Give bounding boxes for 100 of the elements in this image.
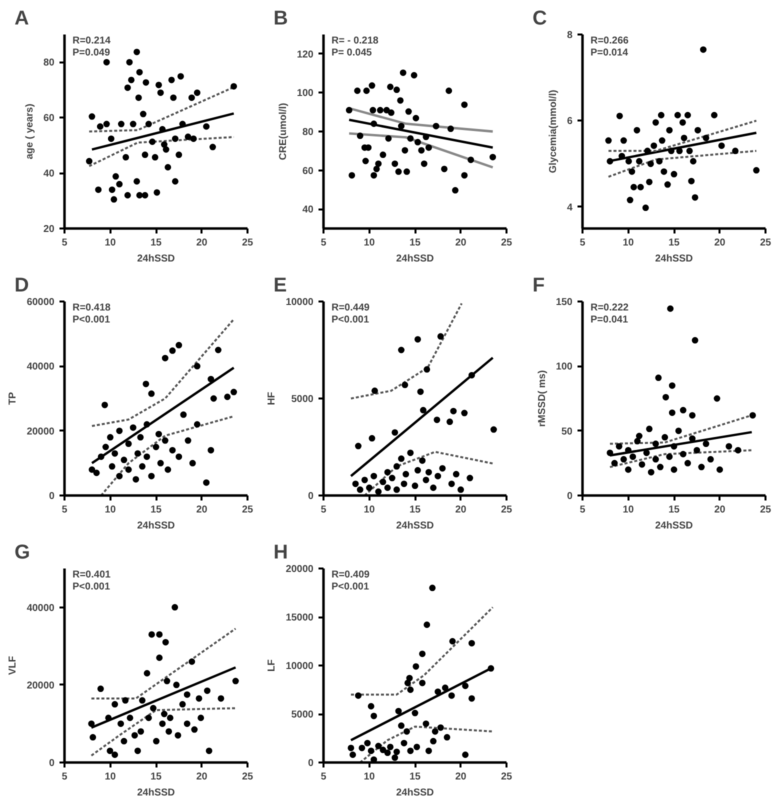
- annotation: R= - 0.218: [332, 36, 379, 46]
- chart-title: C: [532, 8, 547, 30]
- x-tick-label: 25: [242, 772, 254, 782]
- annotation: P<0.001: [72, 314, 110, 326]
- chart-title: H: [274, 542, 288, 564]
- y-tick-label: 0: [566, 491, 573, 502]
- y-axis-title: VLF: [8, 656, 19, 675]
- y-tick-label: 80: [302, 127, 314, 138]
- y-axis-title: Glycemia(mmol/l): [548, 90, 559, 174]
- chart-title: F: [532, 274, 545, 296]
- y-tick-label: 20000: [26, 680, 55, 692]
- y-tick-label: 80: [43, 58, 55, 69]
- x-tick-label: 15: [150, 504, 162, 516]
- annotation: P<0.001: [332, 314, 370, 326]
- y-tick-label: 5000: [291, 710, 314, 720]
- y-axis-title: HF: [266, 392, 278, 406]
- y-tick-label: 60: [302, 166, 314, 177]
- chart-title: A: [14, 8, 29, 30]
- x-tick-label: 25: [242, 504, 254, 516]
- annotation: R=0.401: [72, 570, 112, 580]
- x-tick-label: 15: [150, 772, 162, 782]
- x-tick-label: 5: [320, 504, 327, 516]
- x-tick-label: 20: [196, 772, 208, 782]
- x-tick-label: 15: [409, 772, 421, 782]
- y-tick-label: 40: [43, 168, 55, 180]
- y-tick-label: 10000: [286, 297, 314, 308]
- y-tick-label: 100: [556, 362, 573, 373]
- x-tick-label: 5: [62, 772, 68, 782]
- x-tick-label: 15: [409, 504, 421, 516]
- x-tick-label: 10: [104, 772, 116, 782]
- y-axis-title: rMSSD( ms): [536, 370, 548, 427]
- y-tick-label: 40000: [26, 362, 55, 373]
- x-tick-label: 10: [364, 238, 376, 248]
- y-tick-label: 0: [308, 758, 314, 769]
- annotation: P= 0.045: [332, 48, 372, 58]
- y-axis-title: CRE(umol/l): [278, 102, 289, 160]
- annotation: P<0.001: [332, 582, 370, 592]
- x-tick-label: 15: [668, 504, 680, 516]
- y-tick-label: 0: [308, 491, 314, 502]
- x-tick-label: 20: [714, 504, 726, 516]
- x-tick-label: 20: [455, 772, 467, 782]
- y-tick-label: 20000: [286, 564, 314, 575]
- x-tick-label: 10: [104, 238, 116, 248]
- x-tick-label: 10: [104, 504, 116, 516]
- y-tick-label: 5000: [291, 394, 314, 405]
- annotation: R=0.266: [590, 36, 630, 46]
- x-tick-label: 20: [196, 238, 208, 248]
- x-tick-label: 25: [500, 238, 512, 248]
- x-tick-label: 25: [500, 504, 512, 516]
- x-tick-label: 20: [455, 238, 467, 248]
- x-tick-label: 10: [622, 238, 634, 248]
- chart-title: E: [274, 274, 287, 296]
- x-tick-label: 25: [242, 238, 254, 248]
- annotation: R=0.449: [332, 302, 370, 314]
- y-tick-label: 6: [566, 116, 573, 128]
- x-tick-label: 10: [622, 504, 634, 516]
- x-axis-title: 24hSSD: [396, 520, 434, 532]
- y-tick-label: 40: [302, 204, 314, 216]
- annotation: P<0.001: [72, 582, 110, 592]
- x-tick-label: 15: [150, 238, 162, 248]
- x-axis-title: 24hSSD: [396, 254, 434, 264]
- x-tick-label: 5: [580, 504, 586, 516]
- annotation: P=0.049: [72, 48, 110, 58]
- x-tick-label: 5: [320, 238, 327, 248]
- x-tick-label: 10: [364, 772, 376, 782]
- chart-title: G: [14, 542, 30, 564]
- chart-title: D: [14, 274, 29, 296]
- y-tick-label: 100: [296, 88, 314, 100]
- y-tick-label: 4: [566, 202, 573, 214]
- x-tick-label: 5: [62, 504, 68, 516]
- x-axis-title: 24hSSD: [137, 254, 175, 264]
- x-tick-label: 20: [196, 504, 208, 516]
- x-axis-title: 24hSSD: [137, 788, 175, 798]
- y-tick-label: 150: [556, 297, 573, 308]
- y-tick-label: 20000: [26, 426, 55, 438]
- y-tick-label: 60000: [26, 297, 55, 308]
- x-tick-label: 25: [760, 238, 772, 248]
- annotation: R=0.214: [72, 36, 112, 46]
- y-tick-label: 0: [48, 758, 55, 769]
- x-axis-title: 24hSSD: [137, 520, 175, 532]
- x-tick-label: 25: [760, 504, 772, 516]
- x-tick-label: 15: [668, 238, 680, 248]
- x-tick-label: 25: [500, 772, 512, 782]
- x-tick-label: 15: [409, 238, 421, 248]
- y-tick-label: 120: [296, 49, 314, 60]
- annotation: P=0.014: [590, 48, 628, 58]
- y-tick-label: 8: [566, 30, 573, 41]
- annotation: R=0.409: [332, 570, 370, 580]
- y-tick-label: 50: [561, 426, 573, 438]
- y-tick-label: 60: [43, 113, 55, 124]
- y-tick-label: 15000: [286, 612, 314, 624]
- y-tick-label: 40000: [26, 602, 55, 614]
- x-axis-title: 24hSSD: [655, 520, 693, 532]
- chart-title: B: [274, 8, 288, 30]
- y-axis-title: LF: [266, 659, 278, 672]
- x-tick-label: 20: [455, 504, 467, 516]
- y-tick-label: 10000: [286, 661, 314, 672]
- x-tick-label: 5: [62, 238, 68, 248]
- x-tick-label: 10: [364, 504, 376, 516]
- x-tick-label: 20: [714, 238, 726, 248]
